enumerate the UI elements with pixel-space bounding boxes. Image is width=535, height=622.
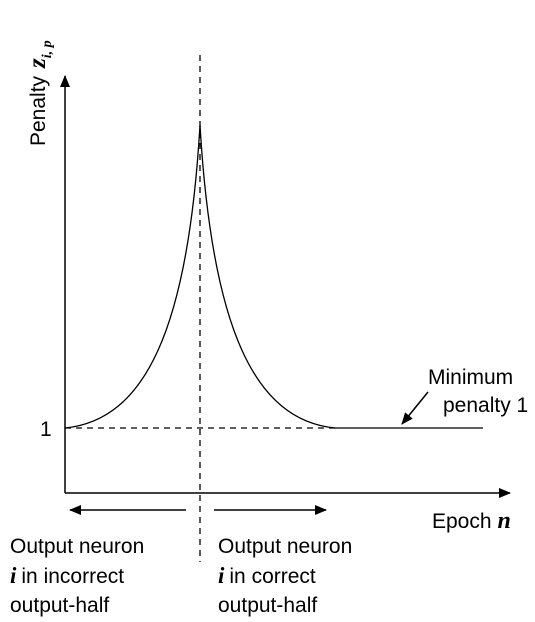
annotation-arrow	[401, 391, 429, 425]
region-symbol: i	[218, 563, 225, 588]
annotation-text: penalty 1	[443, 394, 528, 417]
region-label: output-half	[218, 594, 317, 617]
y-axis-label: Penalty zi, p	[24, 40, 55, 146]
y-subscript: i, p	[40, 40, 55, 58]
region-label: i in incorrect	[10, 563, 124, 588]
x-symbol: n	[498, 508, 511, 534]
region-label: output-half	[10, 594, 109, 617]
penalty-curve	[64, 124, 483, 429]
region-text: in correct	[229, 565, 316, 588]
x-label-text: Epoch	[432, 510, 492, 533]
y-symbol: z	[24, 58, 51, 69]
region-label: i in correct	[218, 563, 316, 588]
y-tick-label: 1	[40, 418, 52, 441]
y-label-text: Penalty	[27, 75, 50, 146]
region-label: Output neuron	[218, 535, 352, 558]
region-label: Output neuron	[10, 535, 144, 558]
region-text: in incorrect	[21, 565, 124, 588]
region-symbol: i	[10, 563, 17, 588]
x-axis-label: Epoch n	[432, 508, 511, 534]
annotation-text: Minimum	[428, 366, 513, 389]
